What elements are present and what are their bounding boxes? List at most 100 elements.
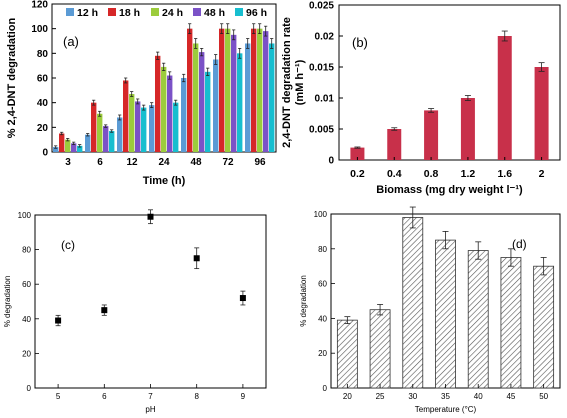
bar-b [534, 67, 549, 160]
x-tick-label-d: 50 [539, 392, 548, 401]
x-tick-label-c: 7 [148, 392, 153, 401]
bar-a-12h [149, 105, 155, 152]
y-tick-label-b: 0.025 [309, 1, 334, 12]
y-tick-label-c: 60 [22, 280, 31, 289]
x-tick-label-c: 9 [241, 392, 246, 401]
bar-d [336, 319, 358, 389]
x-axis-label-c: pH [145, 405, 155, 414]
y-tick-label-b: 0.015 [309, 63, 334, 74]
panel-label-b: (b) [352, 35, 368, 50]
x-axis-label-a: Time (h) [143, 175, 186, 187]
y-axis-label-a: % 2,4-DNT degradation [6, 18, 18, 139]
bar-a-96h [109, 131, 115, 152]
x-tick-label-d: 20 [343, 392, 352, 401]
bar-a-12h [181, 78, 187, 152]
y-axis-label-c: % degradation [3, 276, 12, 328]
bar-b [497, 36, 512, 160]
bar-a-96h [237, 53, 243, 153]
y-axis-label-d: % degradation [299, 275, 308, 327]
x-tick-label-b: 1.2 [461, 168, 476, 180]
y-tick-label-a: 100 [31, 24, 48, 35]
y-tick-label-c: 40 [22, 315, 31, 324]
y-tick-label-a: 60 [37, 74, 49, 85]
bar-b [387, 129, 402, 160]
x-tick-label-a: 72 [222, 157, 234, 168]
x-tick-label-a: 12 [126, 157, 138, 168]
x-tick-label-d: 30 [408, 392, 417, 401]
y-tick-label-b: 0.005 [309, 125, 334, 136]
bar-d [500, 257, 522, 389]
bar-a-12h [245, 43, 251, 152]
bar-d [435, 239, 456, 389]
x-axis-label-b: Biomass (mg dry weight l⁻¹) [376, 184, 523, 196]
bar-d [369, 309, 391, 389]
data-point-c [239, 295, 246, 302]
bar-a-24h [161, 66, 167, 152]
bar-a-12h [117, 117, 123, 152]
y-tick-label-a: 80 [37, 49, 49, 60]
bar-a-12h [53, 147, 59, 152]
data-point-c [101, 307, 108, 314]
bar-a-48h [167, 75, 173, 152]
legend-label-a: 48 h [204, 7, 225, 19]
bar-a-18h [251, 28, 257, 153]
chart-panel-b: 0 0.005 0.01 0.015 0.02 0.025 0.2 0.4 0.8 1.2 1.6 2… [281, 1, 561, 196]
bar-a-96h [77, 145, 83, 152]
legend-label-a: 24 h [162, 7, 183, 19]
y-tick-label-d: 60 [318, 280, 327, 289]
bar-a-96h [269, 43, 275, 152]
y-tick-label-c: 80 [22, 246, 31, 255]
bar-a-96h [173, 102, 179, 152]
data-point-c [55, 317, 62, 324]
y-tick-label-b: 0.01 [315, 94, 335, 105]
bar-a-48h [199, 52, 205, 152]
bar-a-96h [205, 71, 211, 152]
x-tick-label-d: 45 [506, 392, 515, 401]
bar-a-96h [141, 107, 147, 152]
y-tick-label-d: 80 [318, 245, 327, 254]
y-tick-label-d: 100 [314, 210, 328, 219]
x-tick-label-d: 40 [474, 392, 483, 401]
y-tick-label-a: 120 [31, 0, 48, 11]
bar-a-24h [129, 94, 135, 152]
bar-a-18h [155, 55, 161, 152]
x-tick-label-d: 25 [376, 392, 385, 401]
bar-a-24h [225, 28, 231, 153]
y-tick-label-b: 0 [328, 156, 334, 167]
y-tick-label-c: 0 [27, 384, 32, 393]
bar-a-18h [219, 28, 225, 153]
y-tick-label-c: 100 [18, 211, 32, 220]
panel-label-a: (a) [63, 34, 79, 49]
x-tick-label-b: 2 [539, 168, 545, 180]
chart-panel-a: 0 20 40 60 80 100 120 3 6 12 24 48 72 96 12 h 18 h 24 h 4… [6, 0, 277, 187]
bar-a-24h [97, 113, 103, 152]
bar-a-48h [71, 143, 77, 152]
bar-a-48h [135, 101, 141, 152]
x-tick-label-c: 8 [194, 392, 199, 401]
y-tick-label-d: 40 [318, 314, 327, 323]
x-tick-label-c: 6 [102, 392, 107, 401]
legend-swatch-a [66, 8, 74, 16]
panel-label-c: (c) [61, 238, 75, 252]
bar-b [460, 98, 475, 160]
bar-a-48h [231, 34, 237, 153]
x-tick-label-b: 0.4 [387, 168, 402, 180]
bar-a-48h [103, 126, 109, 152]
data-point-c [193, 255, 200, 262]
chart-panel-c: 0 20 40 60 80 100 5 6 7 8 9 (c) pH % degradation [3, 209, 267, 414]
legend-swatch-a [235, 8, 243, 16]
y-tick-label-a: 20 [37, 123, 49, 134]
x-axis-label-d: Temperature (°C) [415, 405, 477, 414]
bar-a-12h [85, 134, 91, 152]
y-tick-label-c: 20 [22, 349, 31, 358]
y-tick-label-b: 0.02 [315, 32, 335, 43]
data-point-c [147, 213, 154, 220]
bar-a-24h [257, 28, 263, 153]
bar-a-24h [65, 139, 71, 152]
panel-label-d: (d) [512, 237, 527, 251]
x-tick-label-b: 1.6 [497, 168, 512, 180]
bar-d [467, 250, 489, 389]
legend-swatch-a [108, 8, 116, 16]
x-tick-label-a: 3 [65, 157, 71, 168]
